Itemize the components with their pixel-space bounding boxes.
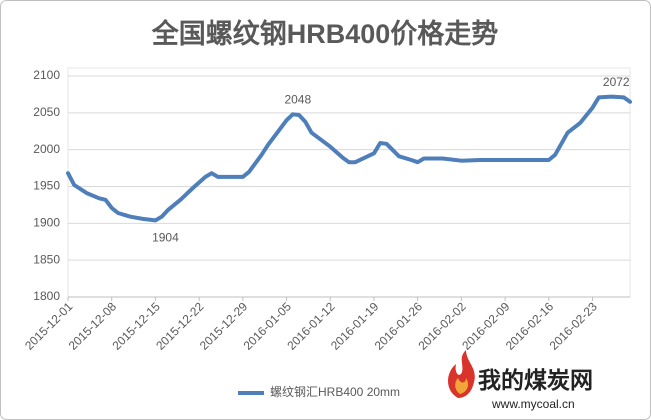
logo-flame (448, 350, 475, 398)
y-tick-label: 2050 (33, 105, 60, 119)
logo-flame-inner (455, 378, 468, 394)
series-line (66, 94, 632, 223)
watermark-url: www.mycoal.cn (491, 397, 575, 411)
chart-title: 全国螺纹钢HRB400价格走势 (151, 18, 499, 49)
watermark: 我的煤炭网 www.mycoal.cn (448, 350, 593, 411)
watermark-name: 我的煤炭网 (478, 367, 593, 393)
annotation: 2072 (603, 75, 630, 89)
y-tick-label: 1950 (33, 179, 60, 193)
annotation: 2048 (284, 92, 311, 106)
legend-label: 螺纹钢汇HRB400 20mm (270, 385, 400, 399)
y-tick-label: 2000 (33, 142, 60, 156)
y-tick-label: 1800 (33, 289, 60, 303)
y-tick-label: 2100 (33, 68, 60, 82)
y-tick-label: 1900 (33, 216, 60, 230)
y-tick-label: 1850 (33, 252, 60, 266)
annotation: 1904 (152, 231, 179, 245)
